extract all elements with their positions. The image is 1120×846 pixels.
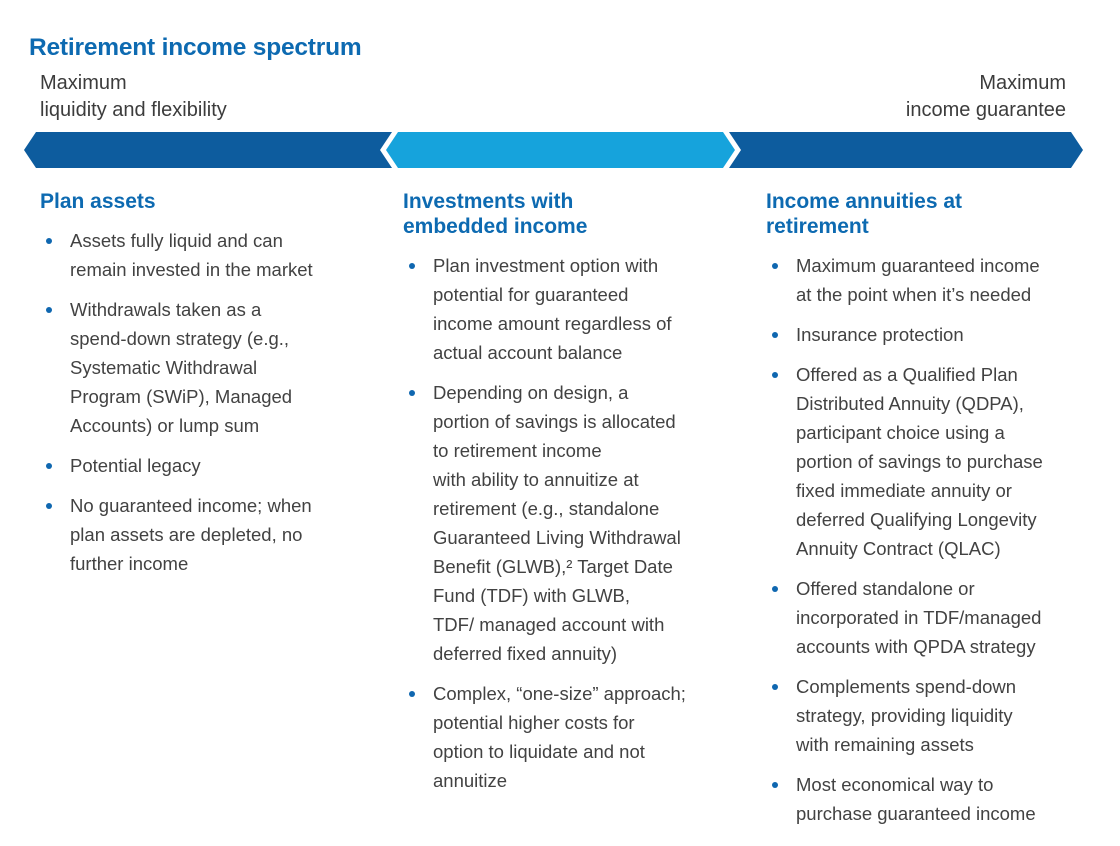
middle-chevron-shape <box>386 132 735 168</box>
bullet-icon <box>46 503 52 509</box>
column-income-annuities: Income annuities at retirement Maximum g… <box>766 189 1088 839</box>
list-item: Maximum guaranteed income at the point w… <box>766 251 1088 309</box>
bullet-text: No guaranteed income; when plan assets a… <box>70 495 312 574</box>
bullet-text: Withdrawals taken as a spend-down strate… <box>70 299 293 436</box>
bullet-text: Maximum guaranteed income at the point w… <box>796 255 1040 305</box>
bullet-icon <box>772 782 778 788</box>
page-title: Retirement income spectrum <box>29 34 362 61</box>
bullet-icon <box>46 463 52 469</box>
bullet-icon <box>772 263 778 269</box>
bullet-text: Assets fully liquid and can remain inves… <box>70 230 313 280</box>
column-heading-investments: Investments with embedded income <box>403 190 588 238</box>
right-arrow-shape <box>729 132 1083 168</box>
column-heading-plan-assets: Plan assets <box>40 190 156 213</box>
list-item: Complements spend-down strategy, providi… <box>766 672 1088 759</box>
bullet-icon <box>409 691 415 697</box>
bullet-text: Offered as a Qualified Plan Distributed … <box>796 364 1043 559</box>
bullet-icon <box>46 238 52 244</box>
column-investments-embedded-income: Investments with embedded income Plan in… <box>403 189 725 806</box>
bullet-text: Potential legacy <box>70 455 201 476</box>
list-item: No guaranteed income; when plan assets a… <box>40 491 362 578</box>
column-plan-assets: Plan assets Assets fully liquid and can … <box>40 189 362 589</box>
bullet-icon <box>409 390 415 396</box>
spectrum-left-label: Maximum liquidity and flexibility <box>40 72 227 121</box>
list-item: Depending on design, a portion of saving… <box>403 378 725 668</box>
bullet-icon <box>409 263 415 269</box>
list-item: Withdrawals taken as a spend-down strate… <box>40 295 362 440</box>
bullet-icon <box>772 586 778 592</box>
list-item: Potential legacy <box>40 451 362 480</box>
list-item: Offered standalone or incorporated in TD… <box>766 574 1088 661</box>
list-item: Insurance protection <box>766 320 1088 349</box>
spectrum-right-label: Maximum income guarantee <box>905 72 1066 121</box>
bullet-icon <box>772 372 778 378</box>
bullet-text: Most economical way to purchase guarante… <box>796 774 1036 824</box>
bullet-text: Offered standalone or incorporated in TD… <box>796 578 1042 657</box>
bullet-text: Complements spend-down strategy, providi… <box>796 676 1017 755</box>
list-item: Complex, “one-size” approach; potential … <box>403 679 725 795</box>
list-item: Assets fully liquid and can remain inves… <box>40 226 362 284</box>
bullet-icon <box>46 307 52 313</box>
left-arrow-shape <box>24 132 392 168</box>
column-heading-income-annuities: Income annuities at retirement <box>766 190 963 238</box>
bullet-text: Insurance protection <box>796 324 964 345</box>
list-item: Offered as a Qualified Plan Distributed … <box>766 360 1088 563</box>
bullet-text: Complex, “one-size” approach; potential … <box>433 683 686 791</box>
bullet-list-plan-assets: Assets fully liquid and can remain inves… <box>40 226 362 578</box>
bullet-icon <box>772 332 778 338</box>
spectrum-arrow-bar <box>24 132 1083 168</box>
bullet-text: Depending on design, a portion of saving… <box>433 382 681 664</box>
bullet-list-investments: Plan investment option with potential fo… <box>403 251 725 795</box>
bullet-text: Plan investment option with potential fo… <box>433 255 672 363</box>
bullet-icon <box>772 684 778 690</box>
list-item: Most economical way to purchase guarante… <box>766 770 1088 828</box>
bullet-list-income-annuities: Maximum guaranteed income at the point w… <box>766 251 1088 828</box>
list-item: Plan investment option with potential fo… <box>403 251 725 367</box>
